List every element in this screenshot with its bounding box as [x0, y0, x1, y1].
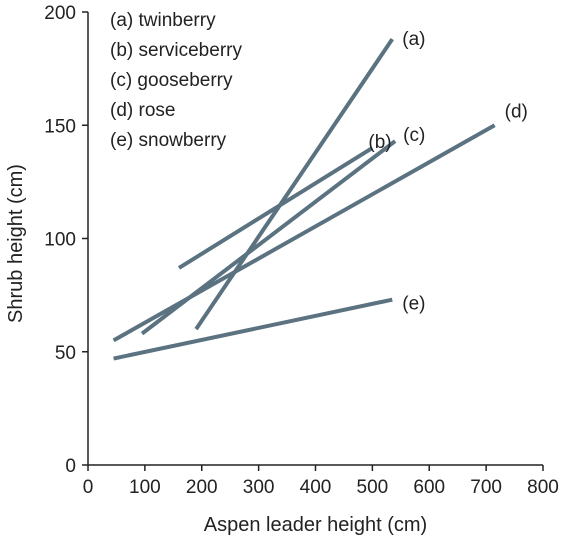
series-label-4: (e): [402, 294, 425, 315]
x-axis-title: Aspen leader height (cm): [204, 514, 427, 536]
series-label-1: (b): [368, 132, 391, 153]
x-tick-label: 400: [300, 477, 332, 498]
x-tick-label: 700: [470, 477, 502, 498]
x-tick-label: 300: [243, 477, 275, 498]
x-axis-ticks: 0 100 200 300 400 500 600 700 800: [83, 465, 559, 498]
series-line-0: [194, 38, 394, 331]
y-tick-label: 150: [44, 116, 76, 137]
series-label-0: (a): [402, 29, 425, 50]
series-label-3: (d): [505, 101, 528, 122]
series-labels: (a) (b) (c) (d) (e): [368, 29, 528, 314]
y-tick-label: 50: [55, 343, 76, 364]
legend-entry: (e) snowberry: [110, 130, 227, 151]
y-tick-label: 200: [44, 3, 76, 24]
x-tick-label: 500: [357, 477, 389, 498]
x-tick-label: 800: [527, 477, 559, 498]
x-tick-label: 0: [83, 477, 94, 498]
x-tick-label: 600: [413, 477, 445, 498]
legend-entry: (b) serviceberry: [110, 40, 242, 61]
y-tick-label: 100: [44, 230, 76, 251]
legend: (a) twinberry (b) serviceberry (c) goosebe…: [110, 10, 242, 151]
series-label-2: (c): [403, 125, 425, 146]
legend-entry: (d) rose: [110, 100, 175, 121]
series-line-4: [113, 297, 393, 361]
series-line-3: [112, 123, 496, 343]
x-tick-label: 200: [186, 477, 218, 498]
y-axis-ticks: 0 50 100 150 200: [44, 3, 88, 477]
legend-entry: (a) twinberry: [110, 10, 216, 31]
series-lines: [112, 38, 496, 361]
y-tick-label: 0: [65, 456, 76, 477]
legend-entry: (c) gooseberry: [110, 70, 233, 91]
x-tick-label: 100: [129, 477, 161, 498]
series-line-1: [177, 146, 374, 270]
y-axis-title: Shrub height (cm): [5, 164, 27, 323]
